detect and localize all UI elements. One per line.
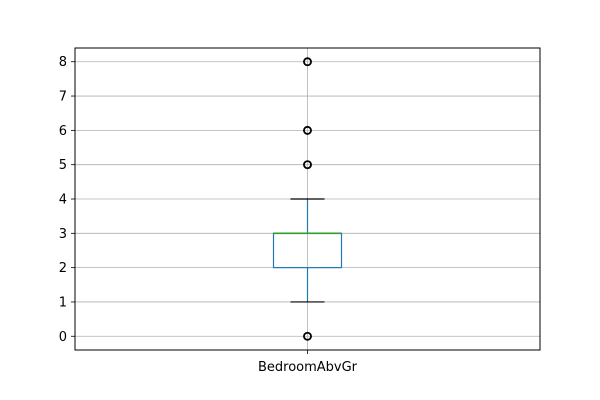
y-tick-label: 5 — [59, 158, 67, 173]
y-tick-label: 8 — [59, 55, 67, 70]
outlier-point — [303, 331, 312, 341]
y-tick-label: 2 — [59, 261, 67, 276]
box-group — [272, 57, 343, 341]
outlier-point-overlap — [303, 126, 312, 134]
outlier-point — [303, 125, 312, 135]
axes: 0 1 2 3 4 5 6 7 8 BedroomAbvGr — [59, 55, 358, 375]
outlier-point — [303, 160, 312, 170]
y-tick-label: 0 — [59, 330, 67, 345]
y-tick-label: 4 — [59, 193, 67, 208]
y-tick-label: 1 — [59, 295, 67, 310]
y-tick-label: 3 — [59, 227, 67, 242]
outlier-point — [303, 57, 312, 67]
outlier-point-overlap — [303, 58, 312, 66]
y-tick-label: 7 — [59, 90, 67, 105]
y-tick-label: 6 — [59, 124, 67, 139]
outlier-point-overlap — [303, 161, 312, 169]
x-tick-label: BedroomAbvGr — [258, 360, 358, 375]
outlier-point-overlap — [303, 332, 312, 340]
